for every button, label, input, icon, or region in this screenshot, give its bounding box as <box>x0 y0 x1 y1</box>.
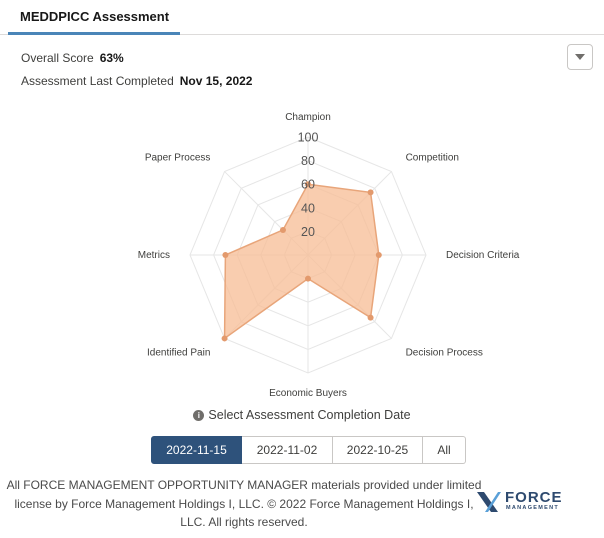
tick-label: 20 <box>301 225 315 239</box>
date-selector: 2022-11-15 2022-11-02 2022-10-25 All <box>151 436 466 464</box>
axis-label: Identified Pain <box>147 348 210 359</box>
copyright-footer: All FORCE MANAGEMENT OPPORTUNITY MANAGER… <box>6 476 482 532</box>
data-point-competition <box>367 189 374 196</box>
data-point-decision-criteria <box>375 252 382 258</box>
tab-active-indicator <box>8 32 180 35</box>
data-point-paper-process <box>279 226 286 233</box>
tab-label: MEDDPICC Assessment <box>20 9 170 24</box>
footer-line: All FORCE MANAGEMENT OPPORTUNITY MANAGER… <box>6 478 482 492</box>
options-dropdown-button[interactable] <box>567 44 593 70</box>
date-option-2022-10-25[interactable]: 2022-10-25 <box>333 436 423 464</box>
axis-label: Competition <box>406 152 459 163</box>
tick-label: 80 <box>301 154 315 168</box>
radar-axis-labels: Champion Competition Decision Criteria Deci… <box>138 112 520 399</box>
logo-subtext: MANAGEMENT <box>506 505 560 511</box>
overall-score-label: Overall Score <box>21 51 94 65</box>
overall-score: Overall Score 63% <box>21 51 124 65</box>
date-selector-label-text: Select Assessment Completion Date <box>208 408 411 422</box>
data-point-metrics <box>222 252 229 258</box>
axis-label: Metrics <box>138 250 170 261</box>
chevron-down-icon <box>575 54 585 60</box>
data-point-decision-process <box>367 314 374 321</box>
data-point-economic-buyers <box>305 275 311 282</box>
date-selector-label: i Select Assessment Completion Date <box>0 408 604 422</box>
date-option-2022-11-02[interactable]: 2022-11-02 <box>242 436 333 464</box>
axis-label: Economic Buyers <box>269 388 347 399</box>
force-x-icon <box>477 492 501 512</box>
date-option-2022-11-15[interactable]: 2022-11-15 <box>151 436 242 464</box>
radar-tick-labels: 20 40 60 80 100 <box>298 131 319 239</box>
tick-label: 60 <box>301 178 315 192</box>
date-option-all[interactable]: All <box>423 436 466 464</box>
data-point-identified-pain <box>221 335 228 342</box>
radar-points <box>221 181 382 342</box>
axis-label: Champion <box>285 112 331 123</box>
footer-line: license by Force Management Holdings I, … <box>14 496 474 511</box>
logo-wordmark: FORCE <box>505 489 563 506</box>
tick-label: 40 <box>301 201 315 215</box>
last-completed: Assessment Last Completed Nov 15, 2022 <box>21 74 252 88</box>
last-completed-value: Nov 15, 2022 <box>179 74 253 88</box>
tab-meddpicc-assessment[interactable]: MEDDPICC Assessment <box>8 0 180 35</box>
axis-label: Decision Process <box>406 348 483 359</box>
radar-chart: Champion Competition Decision Criteria Deci… <box>138 112 520 399</box>
axis-label: Paper Process <box>145 152 211 163</box>
tab-bar: MEDDPICC Assessment <box>0 0 604 35</box>
tick-label: 100 <box>298 131 319 145</box>
overall-score-value: 63% <box>99 51 124 65</box>
axis-label: Decision Criteria <box>446 250 520 261</box>
data-point-champion <box>305 181 311 188</box>
info-icon: i <box>193 410 205 421</box>
footer-line: LLC. All rights reserved. <box>180 515 308 529</box>
force-management-logo: FORCE MANAGEMENT <box>476 490 580 514</box>
last-completed-label: Assessment Last Completed <box>21 74 174 88</box>
